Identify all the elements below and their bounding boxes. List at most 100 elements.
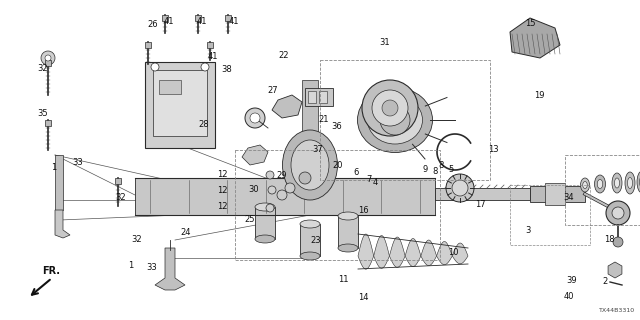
Text: 6: 6 [353, 168, 358, 177]
Circle shape [299, 172, 311, 184]
Ellipse shape [255, 235, 275, 243]
Ellipse shape [614, 178, 620, 188]
Bar [308, 91, 316, 103]
Ellipse shape [300, 220, 320, 228]
Ellipse shape [255, 203, 275, 211]
Text: 21: 21 [319, 115, 329, 124]
Text: 23: 23 [310, 236, 321, 245]
Polygon shape [358, 234, 374, 269]
Text: 32: 32 [37, 64, 48, 73]
Text: TX44B3310: TX44B3310 [599, 308, 635, 313]
Text: 30: 30 [248, 185, 259, 194]
Text: 25: 25 [244, 215, 255, 224]
Text: 1: 1 [51, 164, 56, 172]
Ellipse shape [380, 105, 410, 135]
Circle shape [266, 204, 274, 212]
Ellipse shape [580, 178, 589, 192]
Polygon shape [55, 210, 70, 238]
Circle shape [612, 207, 624, 219]
Text: 20: 20 [333, 161, 343, 170]
Text: 4: 4 [372, 178, 378, 187]
Text: 18: 18 [604, 235, 614, 244]
Ellipse shape [612, 173, 622, 193]
Polygon shape [452, 243, 468, 264]
Bar [435, 188, 530, 200]
Polygon shape [421, 240, 436, 266]
Bar [255, 207, 275, 239]
Polygon shape [242, 145, 268, 165]
Circle shape [285, 183, 295, 193]
Circle shape [201, 63, 209, 71]
Bar [319, 91, 327, 103]
Circle shape [277, 190, 287, 200]
Text: 26: 26 [147, 20, 158, 29]
Text: 39: 39 [566, 276, 577, 285]
Text: 11: 11 [338, 276, 348, 284]
Text: 12: 12 [217, 170, 227, 179]
Text: 22: 22 [278, 52, 289, 60]
Circle shape [266, 171, 274, 179]
Text: 17: 17 [475, 200, 486, 209]
Bar [45, 60, 51, 66]
Ellipse shape [291, 140, 329, 190]
Ellipse shape [583, 181, 588, 188]
Text: 41: 41 [208, 52, 218, 61]
Ellipse shape [367, 96, 422, 144]
Text: 1: 1 [128, 261, 133, 270]
Circle shape [41, 51, 55, 65]
Bar [320, 60, 490, 180]
Text: 24: 24 [180, 228, 191, 237]
Ellipse shape [625, 172, 635, 194]
Circle shape [606, 201, 630, 225]
Ellipse shape [358, 87, 433, 153]
Bar [153, 70, 207, 136]
Circle shape [362, 80, 418, 136]
Ellipse shape [637, 171, 640, 193]
Bar [55, 155, 63, 210]
Circle shape [452, 180, 468, 196]
Text: 28: 28 [198, 120, 209, 129]
Circle shape [151, 63, 159, 71]
Text: 41: 41 [163, 17, 173, 26]
Text: 36: 36 [332, 122, 342, 131]
Bar [235, 150, 440, 260]
Text: 32: 32 [115, 193, 126, 202]
Circle shape [268, 186, 276, 194]
Circle shape [613, 237, 623, 247]
Text: FR.: FR. [42, 266, 60, 276]
Text: 9: 9 [422, 165, 428, 174]
Text: 13: 13 [488, 145, 499, 154]
Bar [545, 183, 565, 205]
Text: 12: 12 [217, 186, 227, 195]
Text: 29: 29 [276, 171, 287, 180]
Text: 16: 16 [358, 206, 369, 215]
Bar [207, 42, 213, 48]
Polygon shape [436, 242, 452, 265]
Text: 41: 41 [197, 17, 207, 26]
Ellipse shape [627, 178, 632, 188]
Bar [530, 186, 585, 202]
Text: 31: 31 [379, 38, 390, 47]
Ellipse shape [338, 212, 358, 220]
Bar [195, 15, 201, 21]
Text: 19: 19 [534, 91, 545, 100]
Circle shape [245, 108, 265, 128]
Text: 27: 27 [268, 86, 278, 95]
Polygon shape [155, 248, 185, 290]
Text: 3: 3 [525, 226, 530, 235]
Bar [159, 80, 181, 94]
Text: 37: 37 [312, 145, 323, 154]
Bar [135, 178, 435, 215]
Bar [162, 15, 168, 21]
Bar [145, 62, 215, 148]
Text: 41: 41 [229, 17, 239, 26]
Polygon shape [272, 95, 302, 118]
Ellipse shape [595, 175, 605, 193]
Polygon shape [510, 18, 560, 58]
Bar [225, 15, 231, 21]
Circle shape [446, 174, 474, 202]
Text: 12: 12 [217, 202, 227, 211]
Circle shape [382, 100, 398, 116]
Bar [338, 216, 358, 248]
Text: 8: 8 [432, 167, 437, 176]
